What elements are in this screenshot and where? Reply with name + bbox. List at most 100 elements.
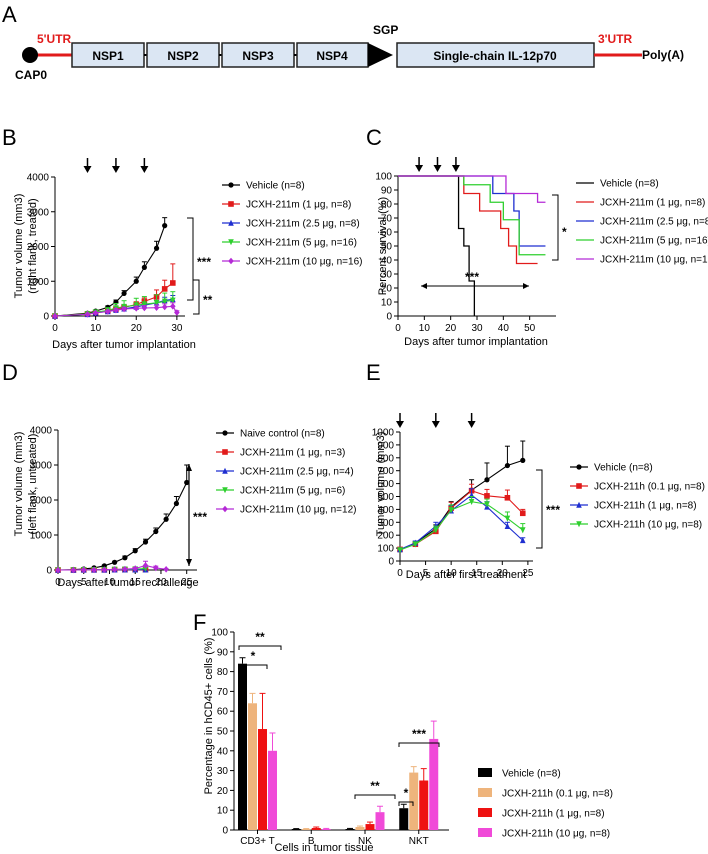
y-tick-label: 60 (217, 707, 229, 718)
y-tick-label: 3000 (30, 461, 53, 472)
data-point (412, 541, 419, 548)
data-point (174, 309, 180, 316)
data-point (132, 565, 139, 572)
panel-d-arrow-down-icon (186, 559, 192, 566)
polya-label: Poly(A) (642, 48, 684, 62)
data-point (163, 516, 169, 522)
legend-label: JCXH-211m (1 μg, n=8) (600, 198, 705, 209)
panel-e: E Tumor volume (mm3) Days after first tr… (366, 360, 705, 581)
x-tick-label: 5 (81, 577, 87, 588)
bar (268, 750, 277, 830)
panel-b-bracket-1 (187, 217, 194, 301)
data-point (504, 494, 511, 501)
legend-marker (222, 467, 228, 474)
data-point (170, 297, 176, 304)
panel-a-letter: A (2, 2, 17, 27)
data-point (520, 457, 526, 463)
legend-label: JCXH-211m (5 μg, n=6) (240, 486, 345, 497)
data-point (397, 547, 403, 554)
legend-label: JCXH-211h (0.1 μg, n=8) (502, 789, 613, 800)
panel-f-sig-1: ** (255, 630, 265, 644)
data-point (133, 305, 140, 312)
data-point (170, 302, 176, 310)
x-tick-label: 40 (498, 323, 510, 334)
data-point (141, 304, 148, 312)
x-tick-label: 0 (397, 568, 403, 579)
data-point (133, 278, 139, 284)
dose-arrow-icon (83, 166, 92, 173)
nsp2-label: NSP2 (167, 49, 199, 63)
y-tick-label: 0 (386, 312, 392, 323)
cap-label: CAP0 (15, 68, 47, 82)
y-tick-label: 60 (381, 228, 393, 239)
data-point (92, 309, 99, 317)
panel-d-sig-1: *** (193, 510, 207, 524)
panel-c-legend: Vehicle (n=8) JCXH-211m (1 μg, n=8) JCXH-2… (576, 179, 708, 266)
legend-marker (228, 257, 234, 265)
legend-marker (222, 430, 228, 436)
bar (399, 808, 409, 830)
x-tick-label: 10 (446, 568, 458, 579)
legend-label: JCXH-211h (0.1 μg, n=8) (594, 482, 705, 493)
legend-label: JCXH-211m (2.5 μg, n=8) (246, 219, 360, 230)
legend-label: JCXH-211h (1 μg, n=8) (502, 809, 605, 820)
y-tick-label: 90 (381, 186, 393, 197)
y-tick-label: 800 (377, 453, 394, 464)
data-point (468, 498, 475, 505)
y-tick-label: 10 (217, 806, 229, 817)
y-tick-label: 300 (377, 518, 394, 529)
x-tick-label: 50 (524, 323, 536, 334)
panel-f-bracket-3 (354, 794, 396, 799)
y-tick-label: 70 (381, 214, 393, 225)
panel-b-ylabel: Tumor volume (mm3) (13, 194, 25, 299)
y-tick-label: 40 (217, 746, 229, 757)
legend-marker (222, 505, 228, 513)
data-point (121, 290, 127, 297)
bar (345, 829, 355, 830)
y-tick-label: 1000 (30, 531, 53, 542)
y-tick-label: 40 (381, 256, 393, 267)
panel-f-bracket-2 (238, 664, 268, 669)
data-point (519, 527, 526, 534)
cap-icon (22, 47, 38, 63)
legend-label: Naive control (n=8) (240, 429, 325, 440)
y-tick-label: 20 (217, 786, 229, 797)
x-tick-label: 5 (423, 568, 429, 579)
x-tick-label: 20 (497, 568, 509, 579)
data-point (504, 522, 511, 529)
panel-b-xlabel: Days after tumor implantation (52, 339, 196, 351)
survival-curve (398, 175, 546, 256)
bar (419, 780, 429, 830)
data-point (105, 308, 111, 315)
legend-label: Vehicle (n=8) (600, 179, 659, 190)
data-point (484, 493, 490, 499)
data-point (91, 566, 97, 574)
dose-arrow-icon (140, 166, 149, 173)
dose-arrow-icon (451, 165, 460, 172)
y-tick-label: 2000 (30, 496, 53, 507)
panel-c-letter: C (366, 125, 382, 150)
panel-c-bracket-1 (552, 194, 559, 261)
panel-e-sig-1: *** (546, 503, 560, 517)
panel-c-ylabel: Percent survival (%) (377, 197, 389, 295)
data-point (52, 312, 58, 320)
x-tick-label: 10 (90, 323, 102, 334)
panel-d: D Tumor volume (mm3) (left flank, untrea… (2, 360, 356, 589)
sgp-label: SGP (373, 23, 398, 37)
legend-marker (228, 201, 234, 207)
data-point (162, 223, 168, 229)
bar (375, 812, 385, 830)
survival-curve (398, 175, 476, 316)
x-tick-label: 0 (55, 577, 61, 588)
x-tick-label: B (308, 836, 315, 847)
panel-f-bracket-5 (398, 801, 414, 806)
data-point (113, 306, 119, 314)
legend-label: JCXH-211m (10 μg, n=16) (246, 257, 362, 268)
panel-e-ylabel: Tumor volume (mm3) (375, 432, 387, 537)
legend-label: Vehicle (n=8) (502, 769, 561, 780)
y-tick-label: 4000 (27, 173, 50, 184)
panel-f-sig-2: * (251, 649, 256, 663)
data-point (112, 559, 118, 565)
legend-marker (228, 219, 234, 226)
panel-f: F Percentage in hCD45+ cells (%) Cells i… (193, 610, 613, 854)
